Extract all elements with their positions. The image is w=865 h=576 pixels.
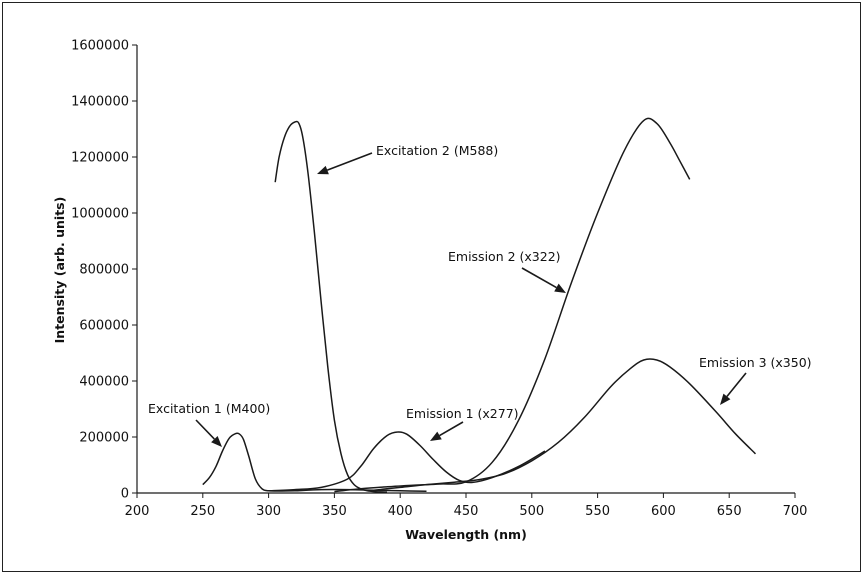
x-axis-title: Wavelength (nm) bbox=[405, 527, 527, 542]
x-tick-label: 550 bbox=[585, 504, 610, 519]
x-tick-label: 200 bbox=[125, 504, 150, 519]
y-axis-title: Intensity (arb. units) bbox=[52, 197, 67, 344]
y-tick-label: 200000 bbox=[79, 431, 129, 446]
annotation-layer: Excitation 1 (M400) Excitation 2 (M588) Em… bbox=[148, 143, 812, 447]
annotation-arrow-shaft bbox=[326, 152, 373, 171]
annotation-arrow-head bbox=[317, 165, 329, 175]
annotation-label: Emission 2 (x322) bbox=[448, 249, 561, 264]
x-tick-label: 500 bbox=[519, 504, 544, 519]
series-line-3 bbox=[268, 431, 546, 492]
series-line-5 bbox=[373, 358, 757, 491]
x-tick-label: 650 bbox=[717, 504, 742, 519]
x-tick-label: 400 bbox=[388, 504, 413, 519]
x-tick-label: 450 bbox=[454, 504, 479, 519]
x-tick-label: 300 bbox=[256, 504, 281, 519]
annotation-label: Emission 3 (x350) bbox=[699, 355, 812, 370]
series-line-4 bbox=[334, 117, 691, 493]
annotation-label: Excitation 2 (M588) bbox=[376, 143, 498, 158]
annotation-arrow-head bbox=[211, 435, 222, 447]
annotation-arrow-shaft bbox=[726, 372, 747, 397]
x-tick-label: 700 bbox=[783, 504, 808, 519]
series-layer bbox=[202, 117, 757, 493]
axes-group: 0 200000 400000 600000 800000 1000000 1200000 1… bbox=[71, 39, 807, 520]
annotation-label: Emission 1 (x277) bbox=[406, 406, 519, 421]
y-tick-label: 0 bbox=[121, 487, 129, 502]
x-tick-label: 250 bbox=[190, 504, 215, 519]
y-tick-label: 600000 bbox=[79, 319, 129, 334]
y-tick-label: 400000 bbox=[79, 375, 129, 390]
annotation-arrow-head bbox=[554, 283, 566, 293]
annotation-arrow-head bbox=[720, 393, 731, 405]
x-tick-label: 350 bbox=[322, 504, 347, 519]
x-tick-label: 600 bbox=[651, 504, 676, 519]
y-tick-label: 1200000 bbox=[71, 151, 129, 166]
annotation-label: Excitation 1 (M400) bbox=[148, 401, 270, 416]
annotation-arrow-shaft bbox=[439, 421, 464, 437]
annotation-arrow-shaft bbox=[195, 419, 215, 440]
annotation-arrow-shaft bbox=[521, 267, 557, 289]
series-line-1 bbox=[202, 432, 427, 493]
y-tick-label: 800000 bbox=[79, 263, 129, 278]
y-tick-label: 1600000 bbox=[71, 39, 129, 54]
series-line-2 bbox=[274, 120, 388, 493]
y-tick-label: 1400000 bbox=[71, 95, 129, 110]
y-tick-label: 1000000 bbox=[71, 207, 129, 222]
annotation-arrow-head bbox=[430, 431, 442, 441]
